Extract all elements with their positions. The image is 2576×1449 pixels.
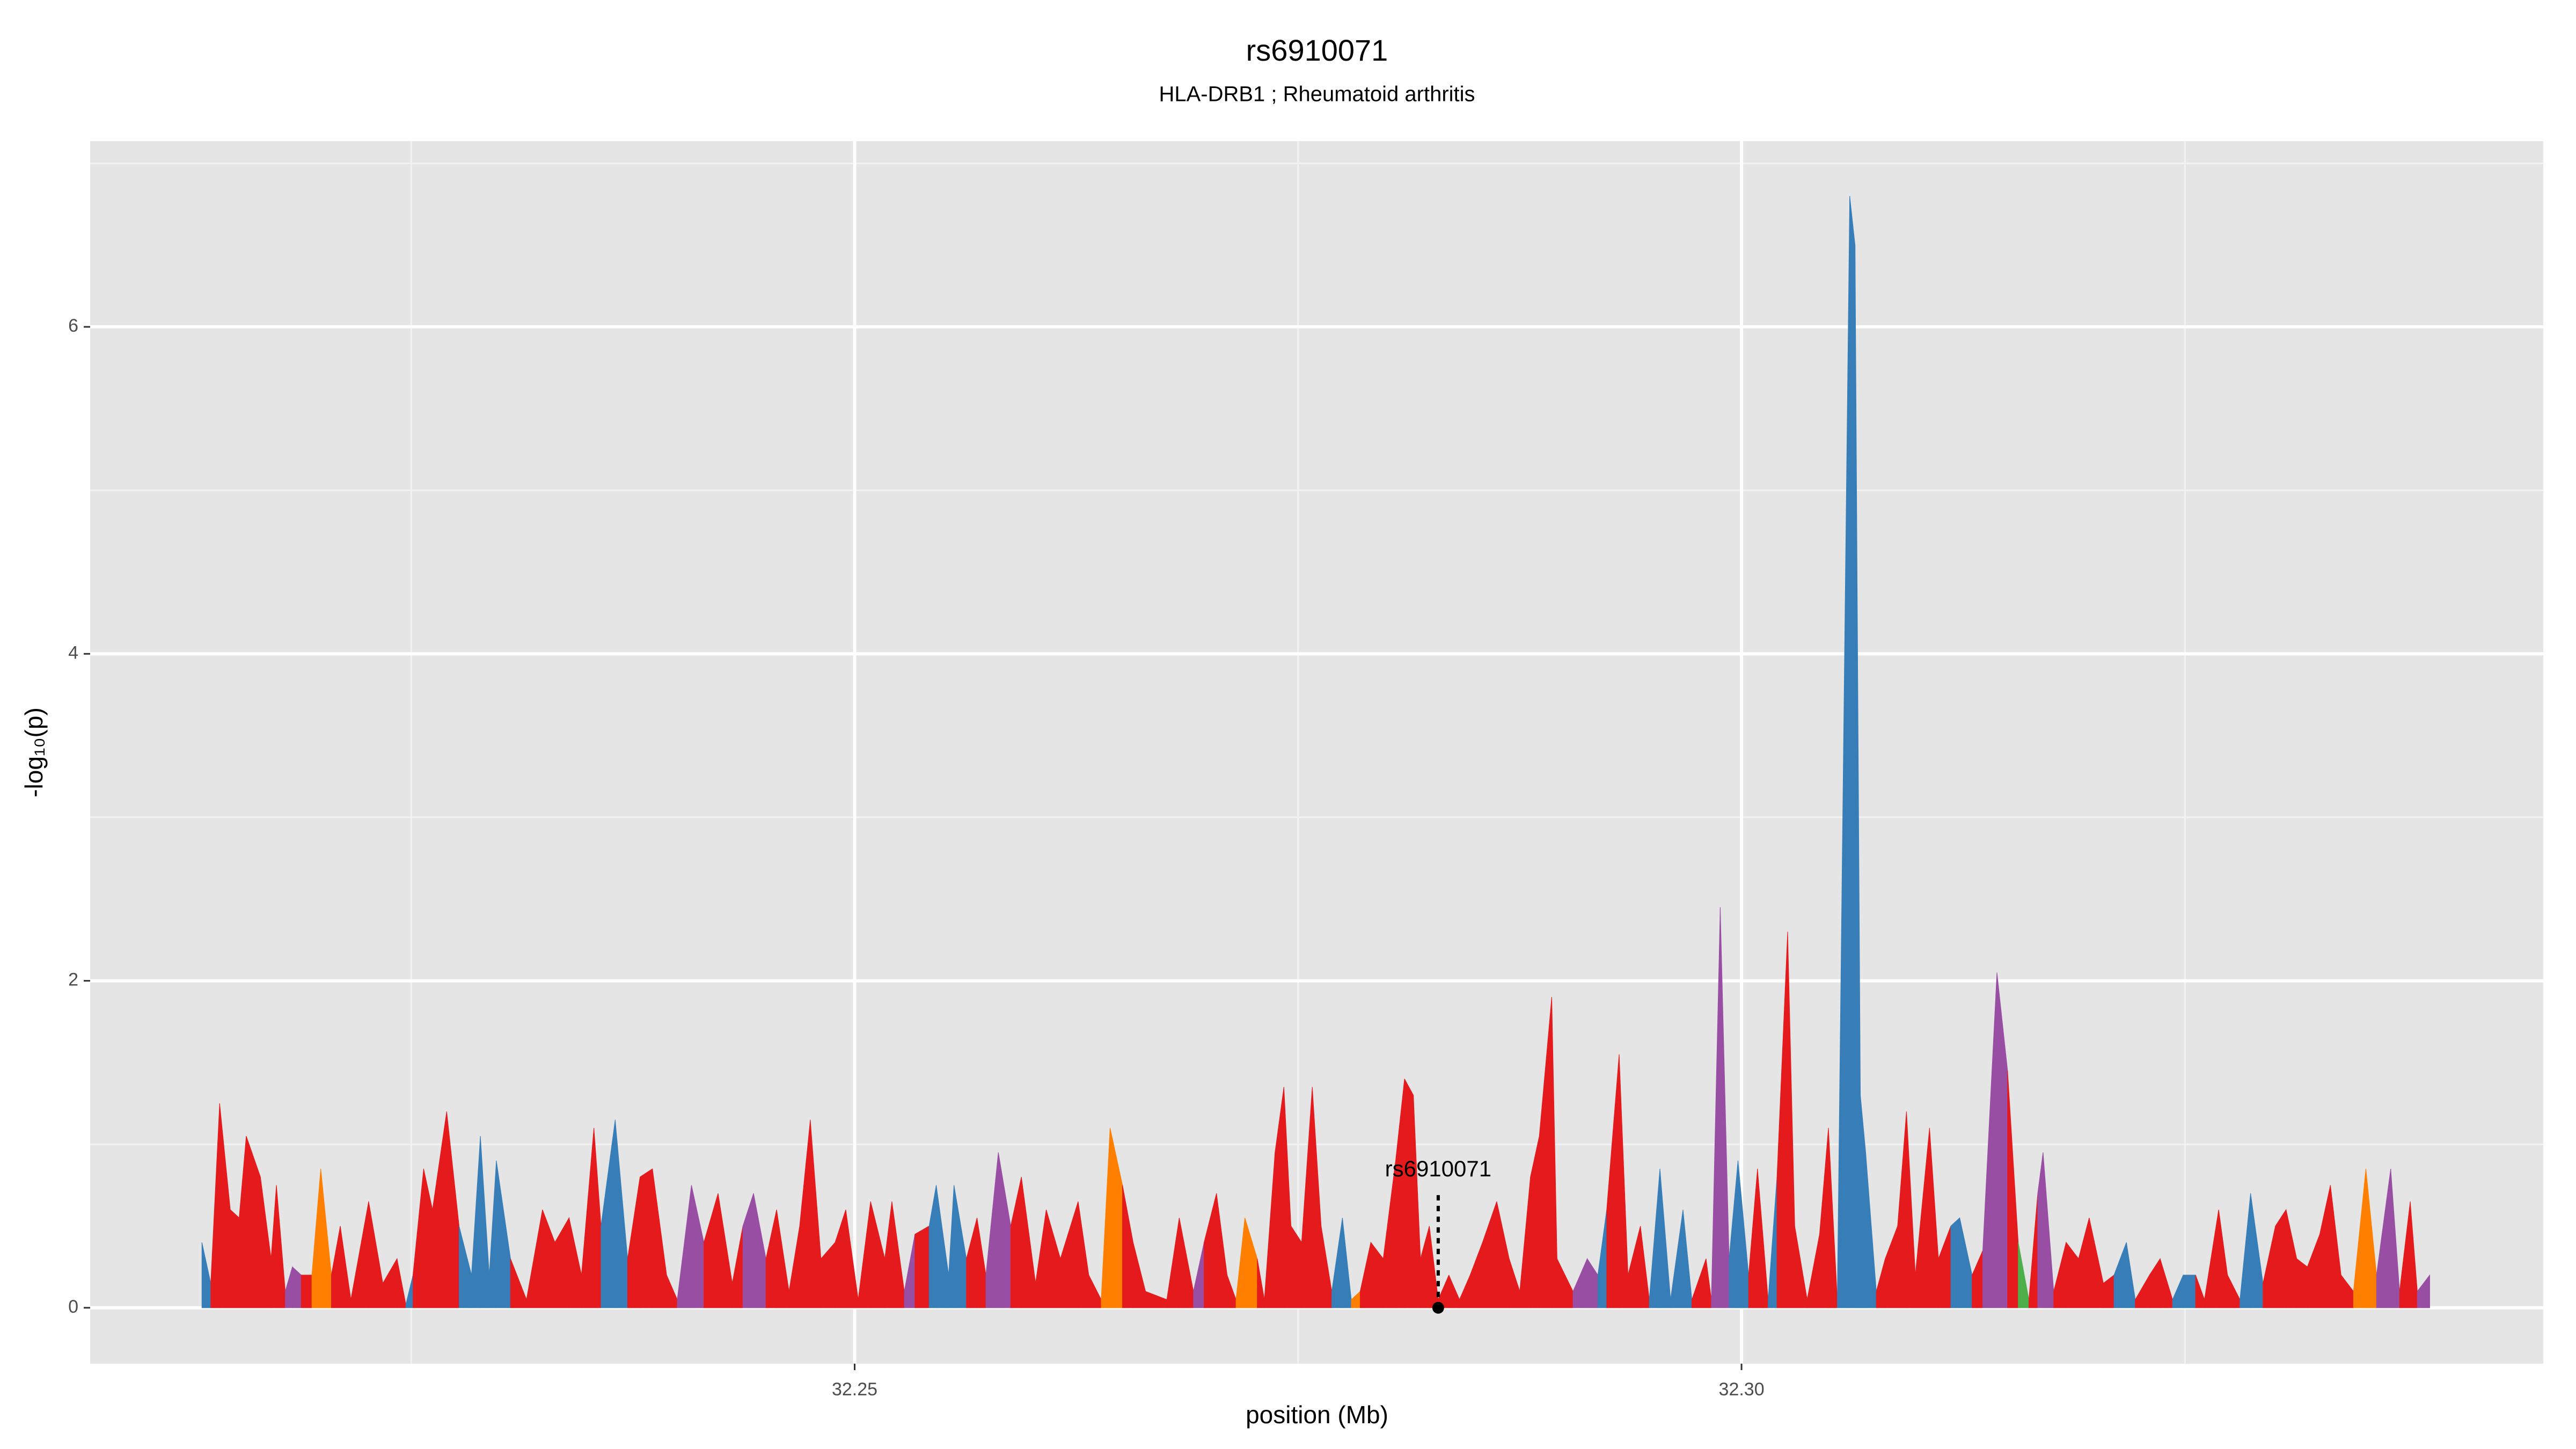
- area-segment: [914, 1225, 930, 1308]
- y-axis-label: -log₁₀(p): [20, 707, 48, 797]
- y-tick-label: 6: [68, 316, 78, 336]
- area-segment: [2183, 1275, 2196, 1308]
- marks: [201, 196, 2430, 1308]
- area-segment: [2275, 1209, 2287, 1308]
- x-tick-label: 32.30: [1719, 1379, 1765, 1400]
- area-segment: [2417, 1274, 2430, 1308]
- chart-subtitle: HLA-DRB1 ; Rheumatoid arthritis: [1159, 83, 1475, 106]
- area-segment: [1404, 1079, 1414, 1308]
- area-segment: [640, 1168, 653, 1308]
- area-segment: [1849, 196, 1856, 1308]
- x-tick-label: 32.25: [832, 1379, 877, 1400]
- area-segment: [1950, 1217, 1960, 1308]
- y-tick-label: 0: [68, 1297, 78, 1317]
- y-tick-label: 2: [68, 970, 78, 990]
- chart-title: rs6910071: [1246, 33, 1388, 67]
- x-axis-label: position (Mb): [1246, 1401, 1388, 1429]
- highlight-point: [1432, 1301, 1444, 1314]
- highlight-label: rs6910071: [1385, 1156, 1492, 1181]
- area-segment: [301, 1275, 312, 1308]
- area-segment: [2296, 1258, 2308, 1308]
- area-segment: [230, 1209, 240, 1308]
- y-tick-label: 4: [68, 642, 78, 663]
